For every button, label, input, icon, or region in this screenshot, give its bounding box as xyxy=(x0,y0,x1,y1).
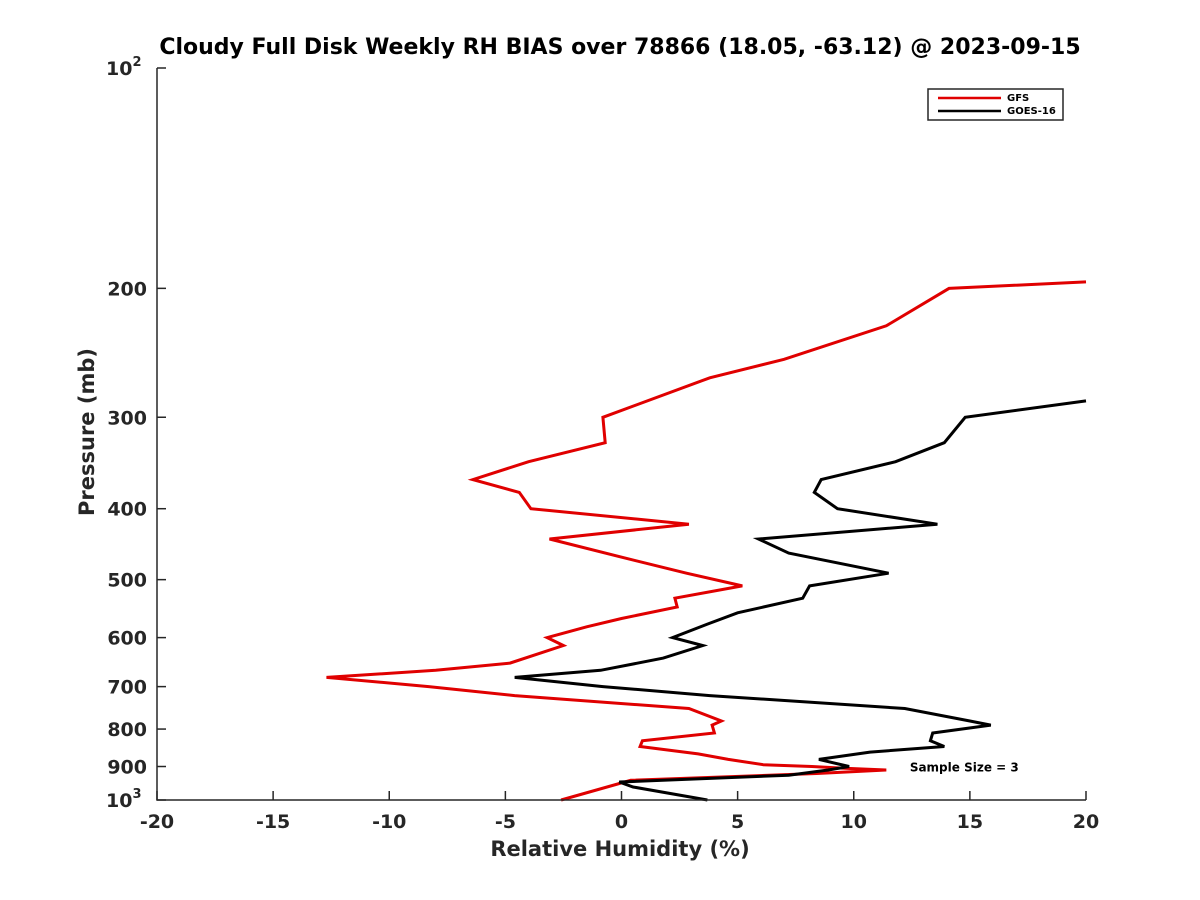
y-tick-label: 300 xyxy=(107,407,147,429)
plot-area: -20 -15 -10 -5 0 5 10 15 20 102 200 300 400 500 600 70… xyxy=(106,55,1099,833)
y-tick-label: 700 xyxy=(107,677,147,699)
y-axis-label: Pressure (mb) xyxy=(75,348,99,516)
x-tick-label: -20 xyxy=(140,811,174,833)
series-line-goes-16 xyxy=(514,399,1087,802)
y-tick-label: 900 xyxy=(107,757,147,779)
y-tick-label: 400 xyxy=(107,499,147,521)
y-tick-label: 200 xyxy=(107,278,147,300)
y-tick-label: 103 xyxy=(106,787,142,812)
legend-label-gfs: GFS xyxy=(1007,93,1029,104)
x-axis-ticks: -20 -15 -10 -5 0 5 10 15 20 xyxy=(140,791,1099,833)
chart-title: Cloudy Full Disk Weekly RH BIAS over 788… xyxy=(159,35,1080,60)
x-tick-label: 15 xyxy=(957,811,983,833)
y-axis-ticks: 102 200 300 400 500 600 700 800 900 103 xyxy=(106,55,166,812)
x-tick-label: 0 xyxy=(615,811,628,833)
x-tick-label: 5 xyxy=(731,811,744,833)
x-axis-label: Relative Humidity (%) xyxy=(490,837,749,861)
axis-lines xyxy=(156,68,1086,801)
series-line-gfs xyxy=(326,280,1087,802)
x-tick-label: -10 xyxy=(372,811,406,833)
y-tick-label: 102 xyxy=(106,55,142,80)
legend-label-goes-16: GOES-16 xyxy=(1007,106,1056,117)
x-tick-label: 10 xyxy=(841,811,867,833)
x-tick-label: -5 xyxy=(495,811,516,833)
x-tick-label: -15 xyxy=(256,811,290,833)
sample-size-annotation: Sample Size = 3 xyxy=(910,761,1019,775)
y-tick-label: 500 xyxy=(107,570,147,592)
y-tick-label: 600 xyxy=(107,628,147,650)
legend: GFS GOES-16 xyxy=(927,88,1064,121)
y-tick-label: 800 xyxy=(107,719,147,741)
x-tick-label: 20 xyxy=(1073,811,1099,833)
legend-box xyxy=(927,88,1064,121)
series-layer xyxy=(326,280,1087,802)
